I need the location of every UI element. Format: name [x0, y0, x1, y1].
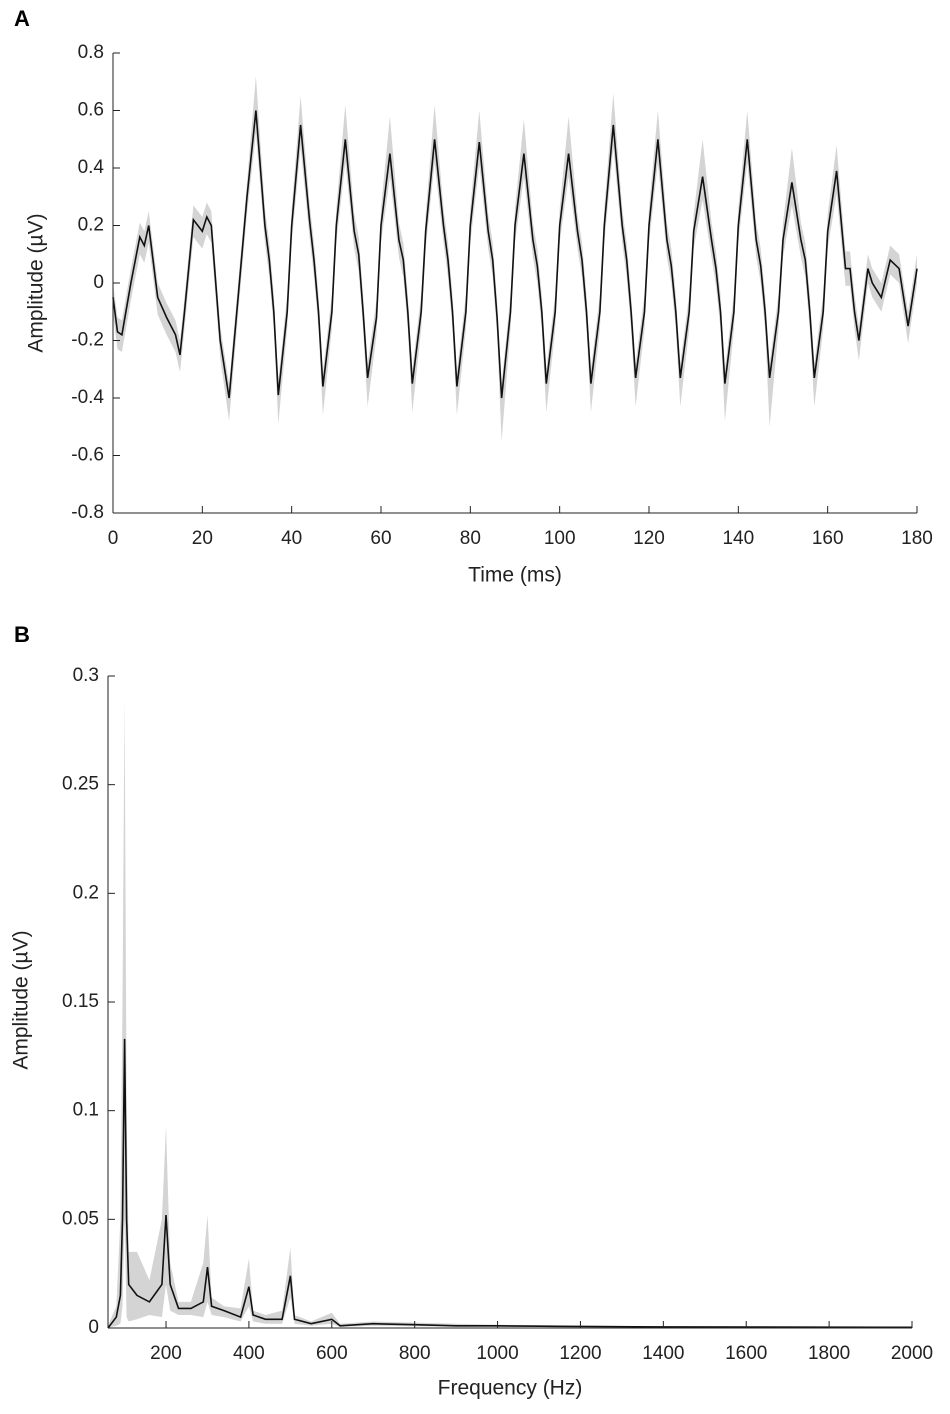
x-axis-title: Time (ms) — [468, 564, 562, 587]
y-tick-label: 0 — [93, 272, 104, 293]
mean-line — [107, 1038, 913, 1329]
x-tick-label: 400 — [233, 1343, 265, 1364]
x-tick-label: 1600 — [725, 1343, 767, 1364]
y-tick-label: 0 — [88, 1317, 99, 1338]
y-axis-title: Amplitude (µV) — [25, 213, 48, 352]
y-tick-label: 0.8 — [78, 42, 104, 63]
x-tick-label: 40 — [281, 528, 302, 549]
panel-label: B — [14, 622, 30, 647]
x-tick-label: 80 — [460, 528, 481, 549]
x-tick-label: 2000 — [891, 1343, 933, 1364]
x-axis-title: Frequency (Hz) — [438, 1377, 583, 1400]
y-tick-label: -0.6 — [71, 445, 104, 466]
y-axis-title: Amplitude (µV) — [10, 930, 33, 1069]
y-tick-label: 0.15 — [62, 991, 99, 1012]
y-tick-label: -0.8 — [71, 502, 104, 523]
x-tick-label: 600 — [316, 1343, 348, 1364]
y-tick-label: 0.1 — [73, 1100, 99, 1121]
x-tick-label: 200 — [150, 1343, 182, 1364]
x-tick-label: 100 — [544, 528, 576, 549]
x-tick-label: 160 — [812, 528, 844, 549]
x-tick-label: 20 — [192, 528, 213, 549]
x-tick-label: 800 — [399, 1343, 431, 1364]
error-band — [108, 697, 912, 1328]
x-tick-label: 1200 — [559, 1343, 601, 1364]
y-tick-label: -0.2 — [71, 330, 104, 351]
x-tick-label: 60 — [370, 528, 391, 549]
mean-line — [112, 110, 918, 399]
x-tick-label: 120 — [633, 528, 665, 549]
y-tick-label: 0.25 — [62, 774, 99, 795]
y-tick-label: 0.05 — [62, 1208, 99, 1229]
panel-label: A — [14, 6, 30, 31]
y-tick-label: 0.2 — [73, 882, 99, 903]
x-tick-label: 180 — [901, 528, 933, 549]
x-tick-label: 1800 — [808, 1343, 850, 1364]
y-tick-label: 0.4 — [78, 157, 105, 178]
x-tick-label: 0 — [108, 528, 119, 549]
x-tick-label: 140 — [722, 528, 754, 549]
y-tick-label: 0.3 — [73, 665, 99, 686]
error-band — [113, 76, 917, 442]
y-tick-label: -0.4 — [71, 387, 104, 408]
x-tick-label: 1400 — [642, 1343, 684, 1364]
y-tick-label: 0.2 — [78, 215, 104, 236]
y-tick-label: 0.6 — [78, 100, 104, 121]
x-tick-label: 1000 — [476, 1343, 518, 1364]
